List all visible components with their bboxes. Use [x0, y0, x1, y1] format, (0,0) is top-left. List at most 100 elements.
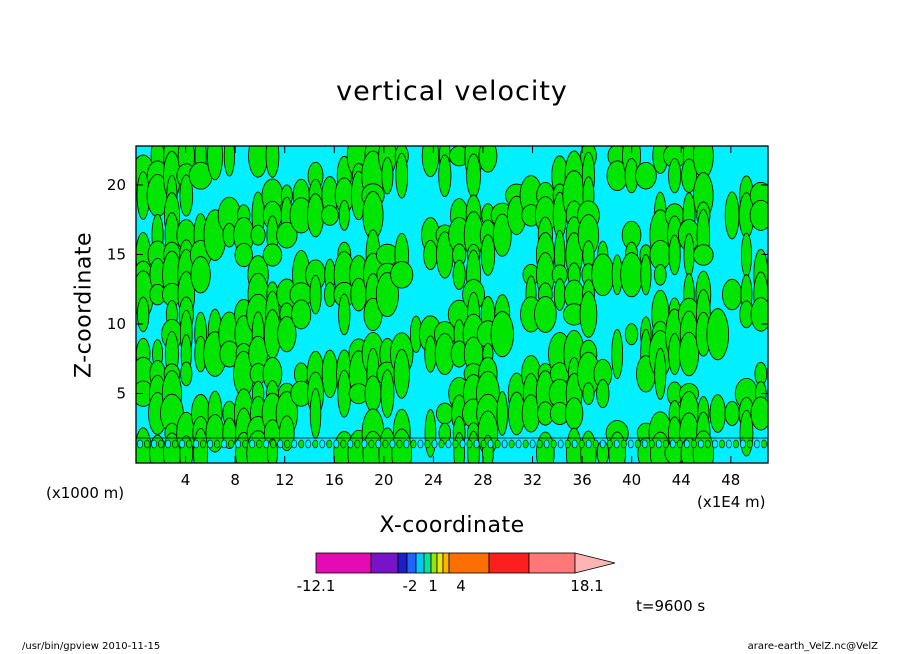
boundary-cell [683, 439, 690, 449]
boundary-cell [459, 439, 466, 449]
footer-left: /usr/bin/gpview 2010-11-15 [22, 641, 161, 652]
positive-region [309, 388, 322, 439]
boundary-cell [536, 439, 543, 449]
boundary-cell [508, 439, 515, 449]
positive-region [250, 224, 266, 246]
x-tick-label: 8 [230, 471, 240, 489]
boundary-cell [662, 439, 669, 449]
positive-region [390, 261, 414, 289]
positive-region [190, 256, 211, 294]
boundary-cell [228, 439, 235, 449]
positive-region [279, 415, 295, 452]
positive-region [438, 154, 452, 197]
positive-region [709, 394, 726, 433]
boundary-cell [627, 439, 634, 449]
colorbar-segment [415, 552, 425, 574]
x-tick-label: 16 [325, 471, 344, 489]
positive-region [424, 335, 437, 373]
boundary-cell [221, 439, 228, 449]
y-axis-label: Z-coordinate [71, 232, 97, 378]
positive-region-group [136, 146, 768, 463]
positive-region [724, 400, 740, 426]
boundary-cell [613, 439, 620, 449]
boundary-cell [571, 439, 578, 449]
boundary-cell [277, 439, 284, 449]
boundary-cell [389, 439, 396, 449]
boundary-cell [270, 439, 277, 449]
boundary-cell [438, 439, 445, 449]
positive-region [338, 293, 351, 336]
plot-frame [135, 145, 769, 464]
boundary-cell [529, 439, 536, 449]
positive-region [750, 297, 768, 332]
boundary-cell [557, 439, 564, 449]
colorbar-segment [528, 552, 576, 574]
positive-region [579, 291, 598, 338]
x-tick-label: 32 [523, 471, 542, 489]
positive-region [179, 174, 194, 217]
positive-region [381, 157, 394, 195]
positive-region [364, 375, 382, 412]
boundary-cell [719, 439, 725, 449]
boundary-cell [305, 439, 312, 449]
x-tick-label: 40 [622, 471, 641, 489]
positive-region [582, 382, 595, 405]
boundary-cell [172, 439, 178, 449]
colorbar-label: -12.1 [297, 577, 336, 595]
boundary-cell [298, 439, 305, 449]
boundary-cell [431, 439, 438, 449]
colorbar-segment [442, 552, 450, 574]
positive-region [693, 244, 714, 266]
boundary-cell [347, 439, 354, 449]
boundary-cell [473, 439, 480, 449]
boundary-cell [200, 439, 207, 449]
x-unit-left: (x1000 m) [46, 484, 125, 502]
boundary-cell [144, 439, 150, 449]
positive-region [338, 199, 350, 231]
boundary-cell [263, 439, 270, 449]
positive-region [640, 254, 652, 296]
positive-region [653, 263, 667, 286]
boundary-cell [158, 439, 164, 449]
positive-region [309, 274, 322, 315]
boundary-cell [319, 439, 326, 449]
boundary-cell [550, 439, 557, 449]
x-tick-label: 44 [672, 471, 691, 489]
boundary-cell [501, 439, 508, 449]
positive-region [706, 308, 730, 361]
positive-region [534, 296, 557, 333]
positive-region [692, 146, 714, 179]
boundary-cell [480, 439, 487, 449]
colorbar-segment [406, 552, 417, 574]
boundary-cell [326, 439, 333, 449]
positive-region [277, 316, 297, 353]
boundary-cell [726, 439, 732, 449]
colorbar-segment [488, 552, 530, 574]
colorbar-segment [448, 552, 490, 574]
colorbar-label: 18.1 [570, 577, 603, 595]
positive-region [391, 428, 413, 463]
boundary-cell [754, 439, 760, 449]
y-tick-label: 10 [107, 315, 126, 333]
positive-region [490, 311, 514, 358]
boundary-cell [487, 439, 494, 449]
boundary-cell [137, 439, 143, 449]
positive-region [611, 329, 624, 380]
boundary-cell [417, 439, 424, 449]
boundary-cell [361, 439, 368, 449]
positive-region [424, 409, 437, 458]
positive-region [678, 331, 700, 377]
boundary-cell [368, 439, 375, 449]
positive-region [724, 191, 740, 240]
boundary-cell [648, 439, 655, 449]
positive-region [321, 349, 339, 399]
boundary-cell [747, 439, 753, 449]
boundary-cell [291, 439, 298, 449]
positive-region [635, 161, 657, 190]
boundary-cell [207, 439, 214, 449]
colorbar-arrow [574, 552, 616, 574]
boundary-cell [733, 439, 739, 449]
positive-region [436, 402, 454, 425]
boundary-cell [403, 439, 410, 449]
boundary-cell [620, 439, 627, 449]
